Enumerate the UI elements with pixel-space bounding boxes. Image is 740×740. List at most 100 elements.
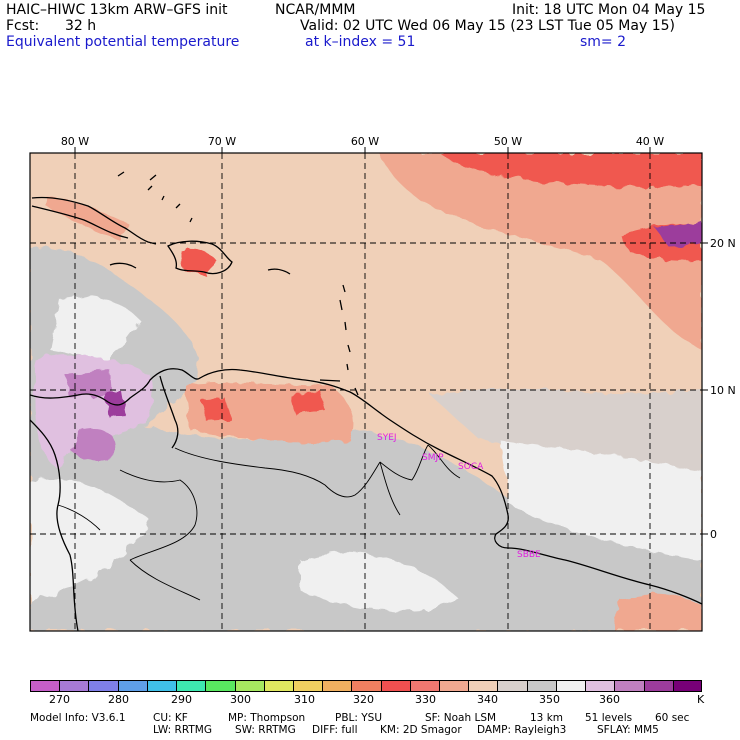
puerto-rico-coast (267, 268, 291, 275)
colorbar-swatch (585, 680, 615, 692)
colorbar-swatch (555, 680, 586, 692)
salmon-cuba (45, 195, 130, 240)
hispaniola-coast (167, 240, 233, 275)
colorbar-label-340: 340 (477, 693, 498, 706)
field-name: Equivalent potential temperature (6, 34, 240, 50)
colorbar-swatch (88, 680, 119, 692)
lavender-panama (35, 355, 154, 470)
colorbar-swatch (468, 680, 498, 692)
info-diff: DIFF: full (312, 724, 358, 736)
colorbar-label-280: 280 (108, 693, 129, 706)
red-northeast-top (440, 153, 702, 187)
colorbar-label-270: 270 (49, 693, 70, 706)
white-patch-west (50, 296, 140, 360)
station-sbbe: SBBE (517, 550, 541, 560)
colorbar-label-300: 300 (230, 693, 251, 706)
red-hispaniola (180, 248, 218, 275)
smoothing: sm= 2 (580, 34, 627, 50)
salmon-northeast (380, 153, 702, 350)
lon-label-70w: 70 W (208, 135, 236, 148)
colorbar-swatch (526, 680, 557, 692)
white-amazon-patch (300, 552, 460, 611)
colorbar-label-310: 310 (294, 693, 315, 706)
colorbar-swatch (205, 680, 235, 692)
shading-layer (30, 153, 702, 631)
info-damp: DAMP: Rayleigh3 (477, 724, 567, 736)
info-km: KM: 2D Smagor (380, 724, 462, 736)
lesser-antilles (339, 284, 351, 371)
info-sf: SF: Noah LSM (425, 712, 497, 724)
bahamas-islands (117, 171, 193, 223)
colorbar-swatch (672, 680, 703, 692)
forecast-hours: 32 h (65, 18, 97, 34)
borders (57, 444, 461, 601)
guiana-borders (379, 444, 461, 481)
station-smjp: SMJP (422, 453, 444, 463)
info-timestep: 60 sec (655, 712, 690, 724)
purple-northeast-patch (655, 222, 702, 246)
guyana-brazil-border (379, 461, 401, 516)
org-label: NCAR/MMM (275, 2, 356, 18)
map-plot: 80 W 70 W 60 W 50 W 40 W 20 N 10 N 0 SYE… (29, 135, 736, 632)
grey-atlantic-band (430, 389, 702, 470)
frame-ticks (74, 147, 708, 535)
info-levels: 51 levels (585, 712, 633, 724)
colorbar-swatch (234, 680, 265, 692)
colorbar-swatch (263, 680, 294, 692)
purple-panama (105, 392, 126, 416)
info-version: Model Info: V3.6.1 (30, 712, 126, 724)
init-time: Init: 18 UTC Mon 04 May 15 (512, 2, 706, 18)
info-resolution: 13 km (530, 712, 564, 724)
map-frame (29, 152, 703, 632)
colorbar-label-350: 350 (539, 693, 560, 706)
colorbar-swatch (176, 680, 206, 692)
colorbar-swatch (117, 680, 148, 692)
info-pbl: PBL: YSU (335, 712, 383, 724)
level-index: at k–index = 51 (305, 34, 416, 50)
colorbar-unit: K (697, 693, 705, 706)
lat-label-20n: 20 N (710, 237, 736, 250)
white-atlantic-patch (500, 440, 702, 560)
salmon-southeast (615, 594, 702, 631)
trinidad-coast (319, 379, 359, 396)
info-sflay: SFLAY: MM5 (597, 724, 659, 736)
colorbar-swatch (409, 680, 440, 692)
lon-label-40w: 40 W (636, 135, 664, 148)
venezuela-border (174, 447, 381, 498)
lon-label-50w: 50 W (494, 135, 522, 148)
colombia-peru-border (119, 469, 198, 561)
cuba-south-coast (31, 205, 129, 239)
colorbar-swatch (614, 680, 645, 692)
colorbar-label-290: 290 (171, 693, 192, 706)
grey-south-region (30, 425, 702, 631)
colorbar-label-330: 330 (415, 693, 436, 706)
lat-label-0: 0 (710, 528, 717, 541)
coastlines (30, 171, 702, 631)
mauve-colombia-coast (70, 429, 117, 461)
colorbar-swatch (146, 680, 177, 692)
forecast-label: Fcst: (6, 18, 40, 34)
colorbar-swatch (497, 680, 528, 692)
ecuador-border (57, 504, 101, 531)
colorbar-label-320: 320 (353, 693, 374, 706)
cuba-coast (31, 196, 157, 245)
colorbar-swatch (30, 680, 60, 692)
station-syej: SYEJ (377, 433, 397, 443)
red-venezuela-west (200, 398, 230, 420)
lon-label-80w: 80 W (61, 135, 89, 148)
white-pacific-patch (30, 478, 150, 600)
colorbar-swatch (380, 680, 411, 692)
colorbar-swatch (351, 680, 382, 692)
info-sw: SW: RRTMG (235, 724, 296, 736)
maracaibo (159, 375, 179, 449)
mauve-panama (65, 370, 112, 398)
colorbar-swatch (322, 680, 352, 692)
red-venezuela-east (290, 390, 325, 414)
colorbar-swatch (439, 680, 469, 692)
colorbar-swatch (643, 680, 674, 692)
model-title: HAIC–HIWC 13km ARW–GFS init (6, 2, 228, 18)
info-mp: MP: Thompson (228, 712, 306, 724)
peru-brazil-border (129, 559, 201, 601)
valid-time: Valid: 02 UTC Wed 06 May 15 (23 LST Tue … (300, 18, 675, 34)
colorbar-swatch (292, 680, 323, 692)
